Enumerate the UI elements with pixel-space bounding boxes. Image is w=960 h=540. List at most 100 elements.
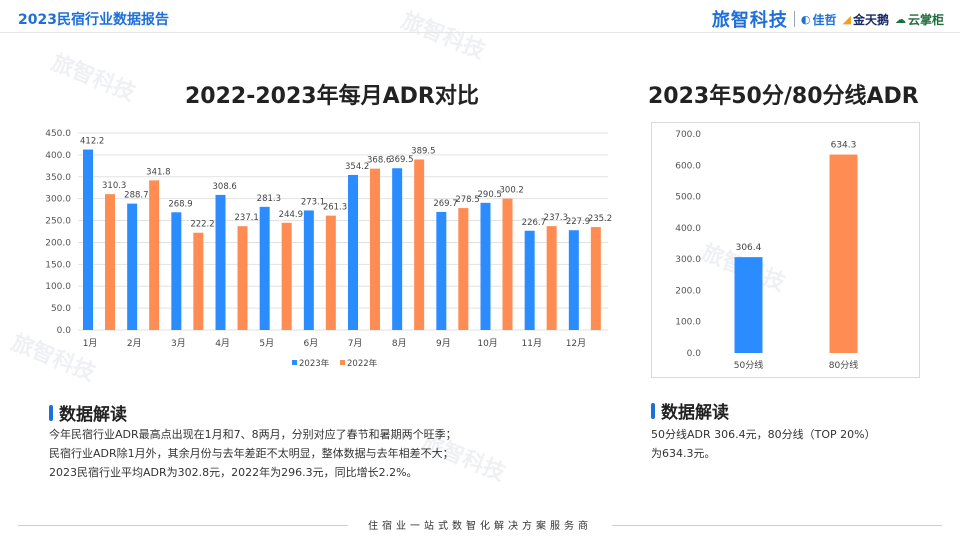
heading-accent-bar (651, 402, 655, 419)
bar-2022 (149, 180, 160, 330)
y-tick-label: 450.0 (45, 129, 71, 139)
data-label: 310.3 (102, 181, 126, 191)
brand-jiazhe: ◐ 佳哲 (801, 11, 837, 28)
bar-2022 (414, 159, 425, 330)
legend-label-2022: 2022年 (347, 358, 378, 369)
score-chart-title: 2023年50分/80分线ADR (648, 84, 919, 109)
y-tick-label: 150.0 (45, 260, 71, 270)
bar-80-score (829, 154, 858, 353)
bar-2022 (546, 226, 557, 330)
y-tick-label: 350.0 (45, 173, 71, 183)
y-tick-label: 200.0 (45, 238, 71, 248)
x-tick-label: 50分线 (734, 359, 763, 371)
data-label: 281.3 (257, 194, 281, 204)
cloud-logo-icon: ☁ (894, 12, 906, 26)
footer-slogan: 住宿业一站式数智化解决方案服务商 (368, 521, 592, 532)
x-tick-label: 7月 (348, 338, 363, 349)
y-tick-label: 100.0 (45, 282, 71, 292)
right-line-2: 为634.3元。 (651, 447, 716, 460)
x-tick-label: 1月 (83, 338, 98, 349)
bar-2022 (105, 194, 115, 330)
data-label: 389.5 (411, 146, 435, 156)
x-tick-label: 2月 (127, 338, 142, 349)
y-tick-label: 100.0 (675, 318, 701, 328)
monthly-adr-chart: 0.0 50.0 100.0 150.0 200.0 250.0 300.0 350.0 400… (45, 129, 612, 369)
x-tick-label: 12月 (566, 338, 586, 349)
bar-2023 (568, 230, 579, 330)
heading-accent-bar (49, 404, 53, 421)
data-label: 278.5 (455, 195, 479, 205)
watermark-2: 旅智科技 (47, 50, 139, 107)
data-label: 244.9 (279, 210, 303, 220)
y-tick-label: 400.0 (45, 151, 71, 161)
legend-label-2023: 2023年 (299, 358, 330, 369)
y-tick-label: 700.0 (675, 130, 701, 140)
header-divider (0, 32, 960, 33)
data-label: 368.6 (367, 156, 391, 166)
left-line-2: 民宿行业ADR除1月外，其余月份与去年差距不太明显，整体数据与去年相差不大； (49, 447, 454, 460)
data-label: 237.1 (235, 213, 259, 223)
right-line-1: 50分线ADR 306.4元，80分线（TOP 20%） (651, 428, 876, 441)
bar-2022 (590, 227, 601, 330)
y-tick-label: 600.0 (675, 161, 701, 171)
data-label: 300.2 (500, 186, 524, 196)
right-interpretation-text: 50分线ADR 306.4元，80分线（TOP 20%） 为634.3元。 (651, 425, 876, 463)
footer-rule-left (18, 525, 348, 526)
data-label: 290.5 (478, 190, 502, 200)
data-label: 261.3 (323, 203, 347, 213)
data-label: 273.1 (301, 197, 325, 207)
legend-swatch-2022 (340, 360, 345, 365)
bar-2022 (370, 168, 380, 330)
bar-50-score (734, 257, 763, 353)
bar-2023 (524, 230, 535, 330)
right-interpretation-heading: 数据解读 (651, 398, 729, 423)
left-line-1: 今年民宿行业ADR最高点出现在1月和7、8两月，分别对应了春节和暑期两个旺季； (49, 428, 457, 441)
bar-2023 (392, 168, 403, 330)
x-tick-label: 3月 (171, 338, 186, 349)
bar-2023 (480, 202, 491, 330)
data-label: 341.8 (146, 167, 170, 177)
monthly-chart-title: 2022-2023年每月ADR对比 (185, 84, 479, 109)
brand-yunzhanggui-label: 云掌柜 (907, 12, 944, 27)
y-tick-label: 50.0 (51, 304, 71, 314)
bar-2023 (303, 210, 314, 330)
data-label: 269.7 (433, 199, 457, 209)
data-label: 227.9 (566, 217, 590, 227)
left-heading-text: 数据解读 (59, 405, 127, 425)
brand-separator (793, 11, 795, 27)
y-tick-label: 0.0 (687, 349, 702, 359)
data-label: 235.2 (588, 214, 612, 224)
brand-jintiane-label: 金天鹅 (852, 12, 889, 27)
bar-2023 (171, 212, 182, 330)
y-tick-label: 300.0 (675, 255, 701, 265)
y-tick-label: 200.0 (675, 286, 701, 296)
data-label: 237.3 (544, 213, 568, 223)
x-tick-label: 10月 (477, 338, 497, 349)
bar-2023 (127, 203, 138, 330)
jiazhe-logo-icon: ◐ (800, 12, 811, 26)
data-label: 369.5 (389, 155, 413, 165)
y-tick-label: 300.0 (45, 195, 71, 205)
bar-2022 (281, 222, 292, 330)
bar-2023 (83, 149, 93, 330)
data-label: 634.3 (831, 141, 857, 151)
y-tick-label: 400.0 (675, 224, 701, 234)
x-tick-label: 6月 (304, 338, 319, 349)
bar-2022 (325, 215, 336, 330)
data-label: 222.2 (190, 220, 214, 230)
data-label: 412.2 (80, 137, 104, 147)
data-label: 268.9 (168, 199, 192, 209)
bar-2022 (502, 198, 513, 330)
brand-jintiane: ◢ 金天鹅 (843, 11, 889, 28)
score-chart-panel (651, 122, 920, 378)
brand-logos: 旅智科技 ◐ 佳哲 ◢ 金天鹅 ☁ 云掌柜 (712, 6, 944, 32)
left-interpretation-text: 今年民宿行业ADR最高点出现在1月和7、8两月，分别对应了春节和暑期两个旺季； … (49, 425, 457, 482)
right-heading-text: 数据解读 (661, 403, 729, 423)
legend-swatch-2023 (292, 360, 297, 365)
x-tick-label: 8月 (392, 338, 407, 349)
brand-main-logo: 旅智科技 (711, 10, 788, 31)
left-interpretation-heading: 数据解读 (49, 400, 127, 425)
bar-2023 (215, 194, 226, 330)
bar-2023 (259, 206, 270, 330)
x-tick-label: 5月 (259, 338, 274, 349)
